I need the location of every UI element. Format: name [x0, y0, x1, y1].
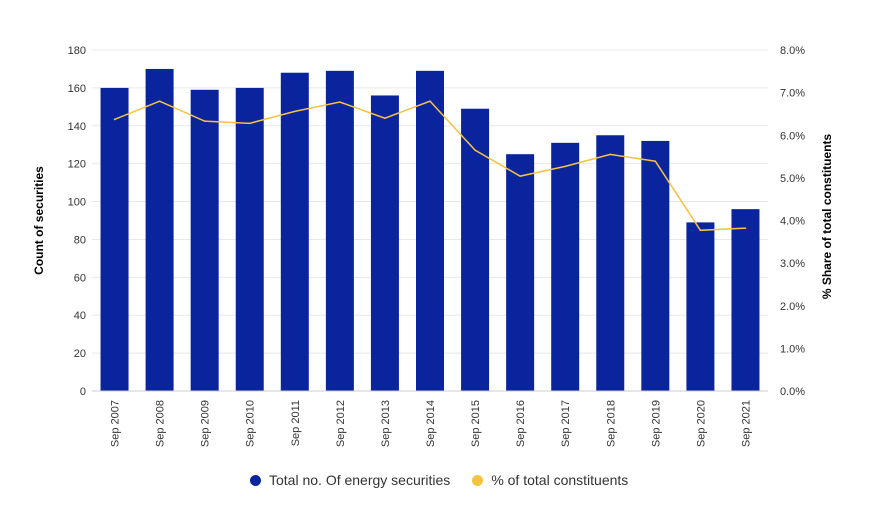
x-tick-label: Sep 2021 [740, 400, 752, 447]
legend: Total no. Of energy securities % of tota… [250, 472, 650, 488]
y2-tick-label: 4.0% [780, 216, 805, 228]
bar [506, 154, 535, 391]
x-tick-label: Sep 2020 [695, 400, 707, 447]
line-point [339, 101, 341, 103]
bar [235, 87, 264, 391]
bar [416, 70, 444, 391]
legend-label: % of total constituents [491, 472, 629, 488]
y-axis-title: Count of securities [32, 166, 46, 275]
x-tick-label: Sep 2015 [470, 400, 482, 447]
bar [731, 209, 760, 391]
bar [686, 222, 715, 391]
y2-tick-label: 1.0% [780, 343, 805, 355]
line-point [113, 118, 116, 121]
y2-tick-label: 7.0% [780, 88, 805, 100]
line-point [248, 122, 251, 125]
legend-line-marker-icon [472, 474, 484, 486]
y-tick-label: 40 [74, 310, 86, 322]
bar [280, 72, 309, 391]
line-point [203, 120, 206, 122]
line-point [519, 175, 521, 177]
y-tick-label: 180 [68, 45, 86, 57]
y-tick-label: 100 [68, 197, 86, 209]
legend-item-line[interactable]: % of total constituents [472, 472, 628, 488]
legend-label: Total no. Of energy securities [269, 472, 451, 488]
line-point [158, 100, 161, 102]
bar [596, 135, 625, 391]
bar [190, 89, 219, 392]
x-tick-label: Sep 2007 [110, 400, 122, 447]
y2-tick-label: 0.0% [780, 386, 805, 398]
x-tick-label: Sep 2012 [335, 400, 347, 447]
bar [641, 140, 670, 391]
legend-item-bars[interactable]: Total no. Of energy securities [250, 472, 450, 488]
bar [145, 68, 174, 391]
line-point [294, 110, 296, 113]
y-tick-label: 140 [68, 121, 86, 133]
x-tick-label: Sep 2016 [515, 400, 527, 447]
y-tick-label: 0 [80, 386, 86, 398]
y2-tick-label: 2.0% [780, 301, 805, 313]
x-tick-label: Sep 2017 [560, 400, 572, 447]
line-point [429, 100, 431, 102]
line-point [654, 160, 657, 163]
line-point [609, 153, 612, 156]
line-point [474, 149, 476, 151]
line-point [564, 165, 566, 168]
x-tick-label: Sep 2018 [605, 400, 617, 447]
y-tick-label: 160 [68, 83, 86, 95]
y-tick-label: 20 [74, 348, 86, 360]
x-tick-label: Sep 2009 [200, 400, 212, 447]
x-tick-label: Sep 2013 [380, 400, 392, 447]
x-tick-label: Sep 2011 [290, 400, 302, 446]
x-tick-label: Sep 2014 [425, 400, 437, 447]
bar [370, 95, 399, 391]
bar [461, 108, 490, 391]
y2-tick-label: 6.0% [780, 130, 805, 142]
bar [100, 87, 129, 391]
y2-tick-label: 8.0% [780, 45, 805, 57]
y-tick-label: 120 [68, 159, 86, 171]
bar [551, 142, 580, 391]
x-tick-label: Sep 2019 [650, 400, 662, 447]
line-point [699, 229, 702, 232]
y2-tick-label: 5.0% [780, 173, 805, 185]
y-tick-label: 80 [74, 234, 86, 246]
y2-axis-title: % Share of total constituents [820, 134, 834, 300]
x-tick-label: Sep 2008 [155, 400, 167, 447]
line-point [744, 227, 747, 229]
y2-tick-label: 3.0% [780, 258, 805, 270]
line-point [384, 117, 386, 119]
legend-bar-marker-icon [250, 474, 261, 486]
y-tick-label: 60 [74, 272, 86, 284]
bar [325, 70, 354, 391]
x-tick-label: Sep 2010 [245, 400, 257, 447]
